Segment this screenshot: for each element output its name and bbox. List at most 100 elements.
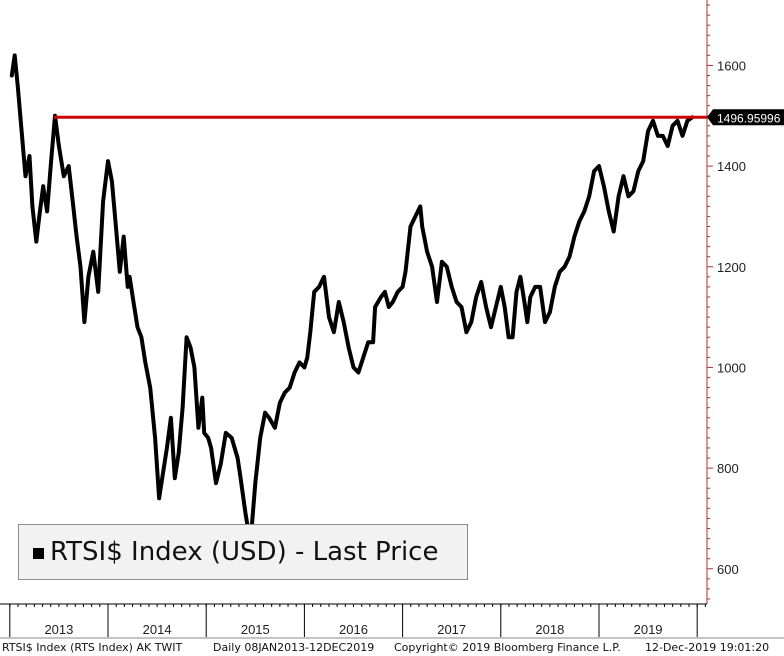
price-point — [165, 446, 169, 450]
price-point — [139, 335, 143, 339]
price-point — [503, 305, 507, 309]
price-point — [10, 73, 14, 78]
price-point — [202, 431, 206, 435]
price-point — [322, 275, 326, 279]
price-point — [214, 481, 218, 485]
price-point — [263, 411, 267, 415]
price-point — [435, 300, 439, 304]
price-point — [528, 295, 532, 299]
price-point — [86, 275, 90, 279]
price-point — [582, 209, 586, 213]
price-point — [489, 325, 493, 329]
footer-date-range: Daily 08JAN2013-12DEC2019 — [213, 641, 375, 654]
x-tick-label: 2016 — [339, 622, 368, 637]
price-point — [302, 365, 306, 369]
price-point — [57, 144, 61, 148]
price-point — [425, 250, 429, 254]
price-point — [661, 134, 665, 138]
price-point — [631, 189, 636, 193]
legend: RTSI$ Index (USD) - Last Price — [18, 524, 468, 580]
price-point — [533, 285, 537, 289]
price-point — [236, 456, 240, 460]
price-point — [337, 300, 341, 304]
price-point — [538, 285, 542, 289]
price-point — [101, 199, 105, 203]
y-tick-label: 600 — [717, 562, 739, 577]
price-point — [558, 270, 562, 274]
price-point — [371, 340, 375, 344]
price-point — [366, 340, 370, 344]
legend-label: RTSI$ Index (USD) - Last Price — [50, 537, 439, 567]
price-point — [143, 360, 147, 364]
y-tick-label: 1600 — [717, 58, 746, 73]
price-line — [9, 53, 695, 546]
price-point — [563, 265, 567, 269]
price-point — [288, 386, 292, 390]
y-tick-label: 1200 — [717, 260, 746, 275]
price-point — [192, 365, 196, 369]
footer-bar: RTSI$ Index (RTS Index) AK TWIT Daily 08… — [0, 639, 784, 656]
price-point — [499, 285, 503, 289]
price-point — [243, 511, 248, 515]
price-point — [110, 179, 114, 183]
price-point — [23, 174, 28, 178]
last-price-tag — [707, 109, 784, 126]
price-point — [507, 335, 511, 339]
price-point — [602, 184, 606, 188]
price-point — [41, 184, 45, 188]
last-price-label: 1496.95996 — [717, 111, 781, 125]
price-point — [45, 209, 49, 213]
footer-copyright: Copyright© 2019 Bloomberg Finance L.P. — [394, 641, 621, 654]
price-point — [16, 84, 20, 88]
price-point — [567, 255, 572, 259]
price-point — [518, 275, 523, 279]
price-point — [680, 134, 685, 138]
price-point — [267, 416, 271, 420]
x-tick-label: 2019 — [634, 622, 663, 637]
price-point — [67, 164, 71, 168]
price-point — [148, 386, 152, 390]
price-point — [37, 214, 41, 218]
price-point — [514, 290, 519, 294]
price-point — [49, 159, 53, 163]
price-point — [387, 305, 391, 309]
price-point — [230, 436, 234, 440]
price-point — [78, 265, 83, 269]
price-point — [27, 154, 32, 158]
price-point — [494, 305, 498, 309]
price-point — [373, 305, 377, 309]
price-point — [522, 300, 527, 304]
price-point — [239, 476, 243, 480]
price-point — [258, 436, 262, 440]
price-point — [209, 446, 213, 450]
price-point — [646, 129, 650, 133]
price-point — [351, 365, 356, 369]
price-point — [71, 199, 75, 203]
price-point — [278, 401, 282, 405]
price-point — [587, 194, 591, 198]
price-point — [666, 144, 670, 148]
price-point — [626, 194, 631, 198]
price-point — [82, 320, 86, 324]
price-point — [34, 240, 38, 244]
price-point — [450, 285, 454, 289]
price-point — [206, 436, 210, 440]
x-tick-label: 2018 — [535, 622, 564, 637]
price-point — [30, 204, 34, 208]
price-point — [114, 224, 118, 229]
price-point — [553, 285, 557, 289]
price-point — [253, 481, 257, 485]
price-point — [181, 406, 185, 410]
price-point — [305, 355, 309, 359]
price-point — [356, 370, 360, 375]
price-point — [430, 265, 434, 269]
price-point — [420, 224, 424, 229]
price-point — [161, 471, 165, 475]
price-point — [474, 295, 478, 299]
price-point — [20, 129, 24, 133]
price-point — [153, 436, 157, 440]
price-point — [327, 315, 331, 319]
price-point — [641, 159, 645, 163]
price-point — [361, 355, 365, 359]
